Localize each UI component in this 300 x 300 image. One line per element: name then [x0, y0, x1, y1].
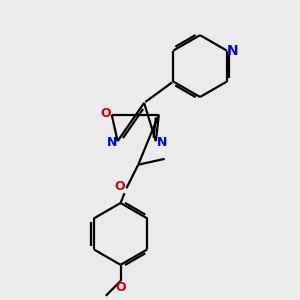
Text: O: O	[115, 281, 126, 294]
Text: N: N	[226, 44, 238, 58]
Text: N: N	[106, 136, 117, 149]
Text: N: N	[157, 136, 167, 149]
Text: O: O	[115, 180, 125, 193]
Text: O: O	[100, 107, 111, 120]
